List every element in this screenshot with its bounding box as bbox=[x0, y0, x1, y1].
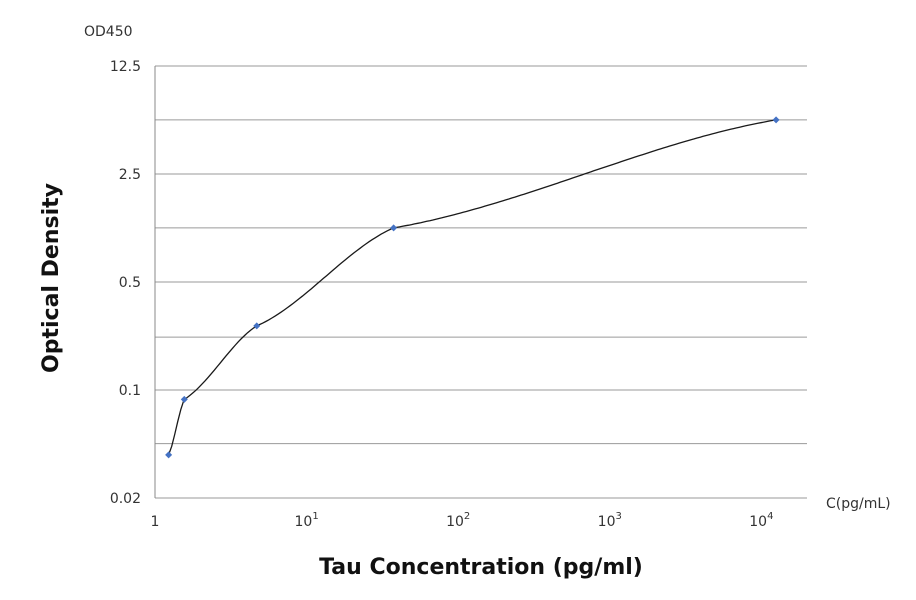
data-point bbox=[253, 322, 261, 330]
x-tick-label: 102 bbox=[446, 511, 470, 530]
x-unit-label: C(pg/mL) bbox=[826, 496, 891, 512]
y-unit-label: OD450 bbox=[84, 24, 133, 40]
y-tick-label: 0.02 bbox=[110, 491, 141, 507]
y-tick-label: 12.5 bbox=[110, 59, 141, 75]
fitted-curve bbox=[167, 119, 777, 456]
x-tick-label: 104 bbox=[749, 511, 773, 530]
grid-lines bbox=[155, 65, 807, 499]
y-tick-label: 0.1 bbox=[119, 383, 141, 399]
data-points bbox=[165, 116, 780, 459]
data-point bbox=[390, 224, 398, 232]
x-tick-labels: 1 101 102 103 104 bbox=[151, 511, 774, 530]
data-point bbox=[165, 451, 173, 459]
data-point bbox=[772, 116, 780, 124]
y-tick-label: 2.5 bbox=[119, 167, 141, 183]
x-tick-label: 1 bbox=[151, 514, 160, 530]
x-axis-title: Tau Concentration (pg/ml) bbox=[319, 555, 643, 580]
y-tick-labels: 0.02 0.1 0.5 2.5 12.5 bbox=[110, 59, 141, 507]
y-tick-label: 0.5 bbox=[119, 275, 141, 291]
y-axis-title: Optical Density bbox=[39, 183, 64, 373]
x-tick-label: 103 bbox=[598, 511, 622, 530]
x-tick-label: 101 bbox=[294, 511, 318, 530]
data-point bbox=[180, 395, 188, 403]
